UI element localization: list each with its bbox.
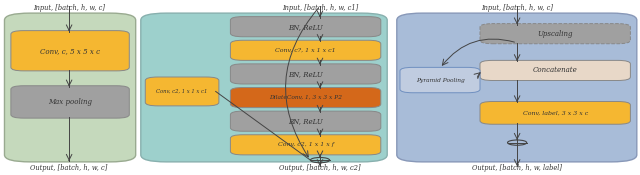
Text: Pyramid Pooling: Pyramid Pooling — [415, 78, 465, 83]
Text: Output, [batch, h, w, c2]: Output, [batch, h, w, c2] — [279, 164, 361, 172]
FancyBboxPatch shape — [141, 13, 387, 162]
Text: Conv, c2, 1 x 1 x c1: Conv, c2, 1 x 1 x c1 — [156, 89, 208, 94]
FancyBboxPatch shape — [230, 17, 381, 37]
FancyBboxPatch shape — [230, 88, 381, 108]
Text: Input, [batch, h, w, c1]: Input, [batch, h, w, c1] — [282, 4, 358, 12]
Text: Conv, c2, 1 x 1 x f: Conv, c2, 1 x 1 x f — [278, 142, 333, 147]
FancyBboxPatch shape — [11, 86, 129, 118]
FancyBboxPatch shape — [230, 40, 381, 60]
Text: Conv, label, 3 x 3 x c: Conv, label, 3 x 3 x c — [523, 110, 588, 115]
Text: BN, ReLU: BN, ReLU — [288, 117, 323, 125]
Text: BN, ReLU: BN, ReLU — [288, 70, 323, 78]
FancyBboxPatch shape — [480, 102, 630, 124]
FancyBboxPatch shape — [400, 67, 480, 93]
FancyBboxPatch shape — [480, 60, 630, 80]
Text: Output, [batch, h, w, c]: Output, [batch, h, w, c] — [31, 164, 108, 172]
FancyBboxPatch shape — [230, 64, 381, 84]
FancyBboxPatch shape — [230, 135, 381, 155]
Text: Output, [batch, h, w, label]: Output, [batch, h, w, label] — [472, 164, 562, 172]
FancyBboxPatch shape — [480, 24, 630, 44]
Text: DilateConv, 1, 3 x 3 x P2: DilateConv, 1, 3 x 3 x P2 — [269, 95, 342, 100]
FancyBboxPatch shape — [4, 13, 136, 162]
FancyBboxPatch shape — [230, 111, 381, 131]
Text: Input, [batch, h, w, c]: Input, [batch, h, w, c] — [481, 4, 553, 12]
FancyBboxPatch shape — [397, 13, 637, 162]
Text: Concatenate: Concatenate — [533, 66, 577, 74]
Text: Conv, c?, 1 x 1 x c1: Conv, c?, 1 x 1 x c1 — [275, 48, 336, 53]
Text: BN, ReLU: BN, ReLU — [288, 23, 323, 31]
Text: Conv, c, 5 x 5 x c: Conv, c, 5 x 5 x c — [40, 47, 100, 55]
FancyBboxPatch shape — [145, 77, 219, 106]
Text: Upscaling: Upscaling — [538, 30, 573, 38]
Text: Input, [batch, h, w, c]: Input, [batch, h, w, c] — [33, 4, 105, 12]
FancyBboxPatch shape — [11, 31, 129, 71]
Text: Max pooling: Max pooling — [48, 98, 92, 106]
